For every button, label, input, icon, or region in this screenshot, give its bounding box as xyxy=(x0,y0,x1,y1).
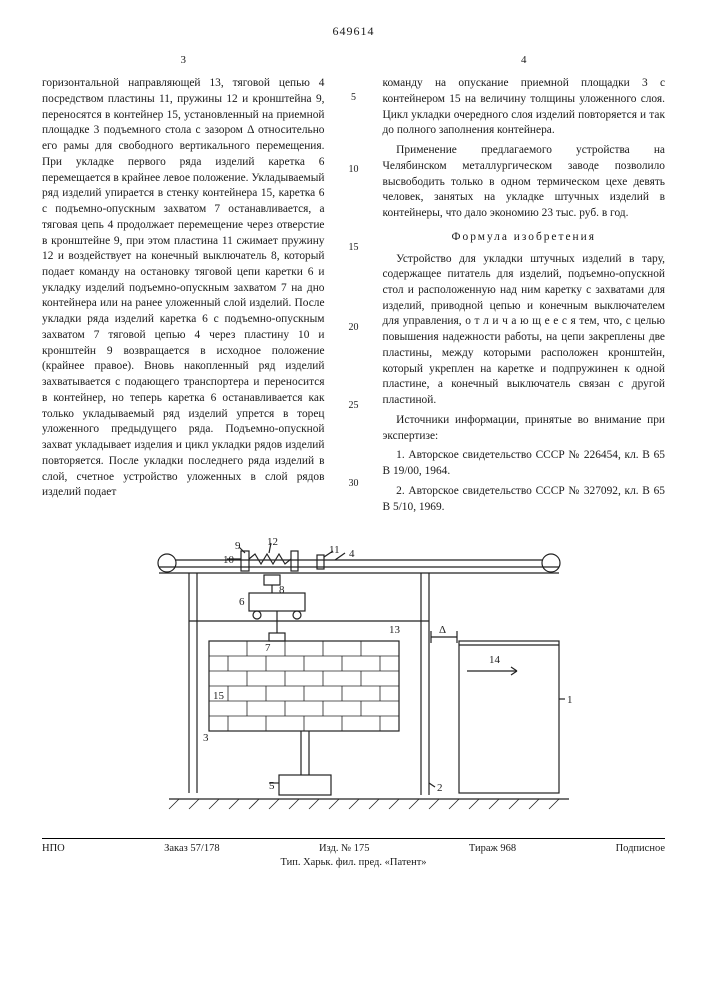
svg-text:Δ: Δ xyxy=(439,624,446,636)
text-columns: 3 горизонтальной направляющей 13, тягово… xyxy=(42,53,665,519)
svg-text:2: 2 xyxy=(437,782,443,794)
svg-text:10: 10 xyxy=(223,554,235,566)
reference-1: 1. Авторское свидетельство СССР № 226454… xyxy=(383,448,666,479)
footer-order: Заказ 57/178 xyxy=(164,843,219,854)
line-num: 25 xyxy=(347,399,361,413)
claim-text: Устройство для укладки штучных изделий в… xyxy=(383,252,666,409)
svg-text:3: 3 xyxy=(203,732,209,744)
document-number: 649614 xyxy=(42,24,665,39)
svg-text:5: 5 xyxy=(269,780,275,792)
right-p1: команду на опускание приемной площадки 3… xyxy=(383,76,666,139)
line-num: 10 xyxy=(347,163,361,177)
right-p2: Применение предлагаемого устройства на Ч… xyxy=(383,143,666,222)
mechanism-diagram: 1 2 3 4 5 6 7 8 9 10 11 12 13 14 15 Δ xyxy=(119,533,589,823)
footer-tirazh: Тираж 968 xyxy=(469,843,516,854)
line-num: 20 xyxy=(347,321,361,335)
footer-sign: Подписное xyxy=(616,843,665,854)
svg-text:12: 12 xyxy=(267,536,278,548)
footer-npo: НПО xyxy=(42,843,65,854)
svg-text:14: 14 xyxy=(489,654,501,666)
page-number-right: 4 xyxy=(383,53,666,68)
left-body: горизонтальной направляющей 13, тяговой … xyxy=(42,76,325,501)
svg-text:6: 6 xyxy=(239,596,245,608)
patent-page: 649614 3 горизонтальной направляющей 13,… xyxy=(0,0,707,886)
line-num: 30 xyxy=(347,477,361,491)
svg-text:7: 7 xyxy=(265,642,271,654)
page-number-left: 3 xyxy=(42,53,325,68)
right-column: 4 команду на опускание приемной площадки… xyxy=(383,53,666,519)
svg-text:4: 4 xyxy=(349,548,355,560)
line-numbers: 5 10 15 20 25 30 xyxy=(347,53,361,519)
svg-text:13: 13 xyxy=(389,624,401,636)
figure: 1 2 3 4 5 6 7 8 9 10 11 12 13 14 15 Δ xyxy=(42,533,665,828)
formula-title: Формула изобретения xyxy=(383,230,666,246)
reference-2: 2. Авторское свидетельство СССР № 327092… xyxy=(383,484,666,515)
svg-text:15: 15 xyxy=(213,690,225,702)
line-num: 15 xyxy=(347,241,361,255)
printer-line: Тип. Харьк. фил. пред. «Патент» xyxy=(42,857,665,868)
left-column: 3 горизонтальной направляющей 13, тягово… xyxy=(42,53,325,519)
svg-text:11: 11 xyxy=(329,544,340,556)
svg-text:9: 9 xyxy=(235,540,241,552)
svg-text:8: 8 xyxy=(279,584,285,596)
sources-title: Источники информации, принятые во вниман… xyxy=(383,413,666,444)
imprint-footer: НПО Заказ 57/178 Изд. № 175 Тираж 968 По… xyxy=(42,838,665,854)
line-num: 5 xyxy=(347,91,361,105)
svg-text:1: 1 xyxy=(567,694,573,706)
footer-issue: Изд. № 175 xyxy=(319,843,370,854)
